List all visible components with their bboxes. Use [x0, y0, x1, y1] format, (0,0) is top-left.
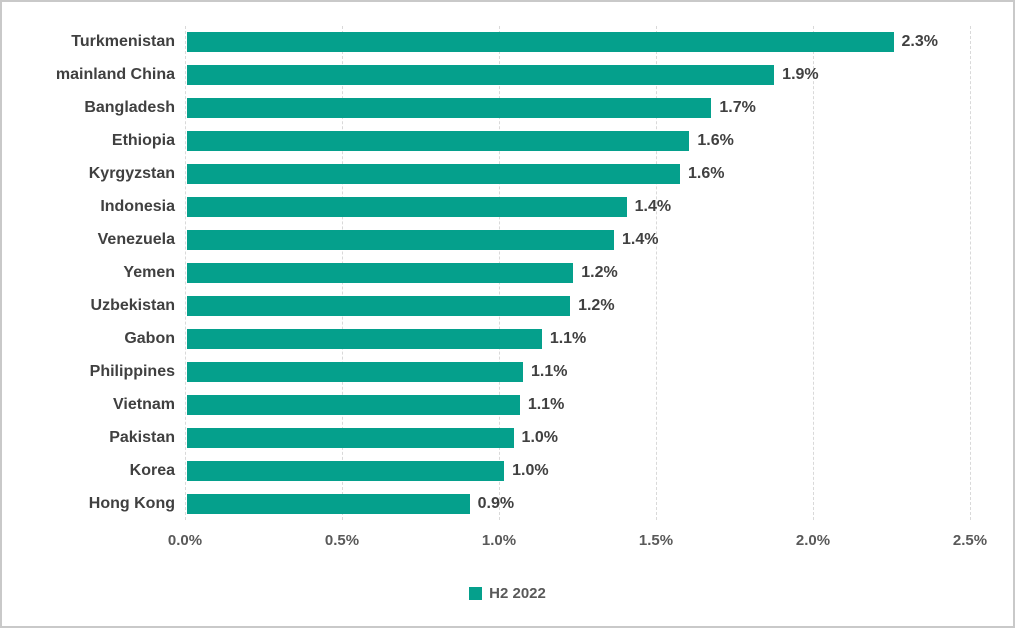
bar: [187, 131, 690, 152]
category-label: Philippines: [89, 362, 175, 380]
bar-row: Bangladesh 1.7%: [84, 92, 970, 125]
gridline: [656, 26, 657, 520]
gridline: [185, 26, 186, 520]
bar: [187, 32, 894, 53]
gridline: [970, 26, 971, 520]
value-label: 1.1%: [527, 395, 565, 413]
value-label: 1.0%: [521, 428, 559, 446]
category-label: Pakistan: [109, 428, 175, 446]
value-label: 1.7%: [719, 99, 756, 117]
bar-row: Ethiopia 1.6%: [112, 125, 970, 158]
value-label: 1.6%: [697, 132, 734, 150]
bar-row: Turkmenistan 2.3%: [71, 26, 970, 59]
legend-series-marker-icon: [469, 587, 483, 600]
x-tick-label: 2.5%: [952, 532, 988, 549]
bar-row: Philippines 1.1%: [90, 355, 970, 388]
bar-row: Pakistan 1.0%: [109, 421, 970, 454]
x-tick-label: 0.0%: [167, 532, 203, 549]
value-label: 1.2%: [578, 296, 615, 314]
category-label: Ethiopia: [111, 132, 175, 150]
category-label: Venezuela: [97, 231, 175, 249]
bar: [187, 328, 542, 349]
value-label: 1.1%: [549, 329, 587, 347]
value-label: 0.9%: [477, 494, 515, 512]
value-label: 1.2%: [581, 263, 618, 281]
bar: [187, 230, 615, 251]
bar: [187, 98, 712, 119]
value-label: 1.4%: [622, 231, 659, 249]
x-tick-label: 1.0%: [481, 532, 517, 549]
bar: [187, 65, 775, 86]
bar: [187, 262, 574, 283]
value-label: 1.4%: [634, 198, 672, 216]
bar-row: Korea 1.0%: [130, 454, 970, 487]
category-label: Indonesia: [100, 198, 175, 216]
category-label: Yemen: [123, 263, 175, 281]
category-label: Vietnam: [113, 395, 175, 413]
bar-row: Yemen 1.2%: [123, 257, 970, 290]
bar-row: Hong Kong 0.9%: [89, 487, 970, 520]
bar-row: Venezuela 1.4%: [98, 224, 970, 257]
bar: [187, 295, 571, 316]
bar: [187, 164, 680, 185]
bar: [187, 197, 627, 218]
bar-row: Uzbekistan 1.2%: [91, 289, 970, 322]
category-label: Gabon: [124, 329, 175, 347]
bar: [187, 394, 520, 415]
x-tick-label: 1.5%: [638, 532, 674, 549]
plot-area: Turkmenistan 2.3% mainland China 1.9% Bangla…: [56, 26, 971, 520]
x-tick-label: 0.5%: [324, 532, 360, 549]
bar-row: Kyrgyzstan 1.6%: [89, 158, 970, 191]
category-label: Turkmenistan: [71, 33, 175, 51]
bar: [187, 493, 470, 514]
x-axis: 0.0% 0.5% 1.0% 1.5% 2.0% 2.5%: [168, 532, 987, 552]
value-label: 1.1%: [530, 362, 568, 380]
value-label: 1.6%: [687, 165, 725, 183]
gridline: [813, 26, 814, 520]
category-label: mainland China: [55, 66, 175, 84]
x-tick-label: 2.0%: [795, 532, 831, 549]
legend-series-label: H2 2022: [489, 585, 546, 602]
category-label: Uzbekistan: [90, 296, 175, 314]
bar: [187, 361, 523, 382]
bar: [187, 427, 514, 448]
bar-row: Indonesia 1.4%: [100, 191, 970, 224]
value-label: 2.3%: [901, 33, 938, 51]
category-label: Bangladesh: [84, 99, 175, 117]
category-label: Kyrgyzstan: [88, 165, 175, 183]
bar-row: mainland China 1.9%: [56, 59, 970, 92]
value-label: 1.9%: [782, 66, 819, 84]
category-label: Hong Kong: [88, 494, 175, 512]
value-label: 1.0%: [512, 461, 549, 479]
legend: H2 2022: [2, 585, 1013, 602]
bar-row: Gabon 1.1%: [124, 322, 970, 355]
category-label: Korea: [129, 461, 175, 479]
bar: [187, 460, 505, 481]
bar-row: Vietnam 1.1%: [113, 388, 970, 421]
